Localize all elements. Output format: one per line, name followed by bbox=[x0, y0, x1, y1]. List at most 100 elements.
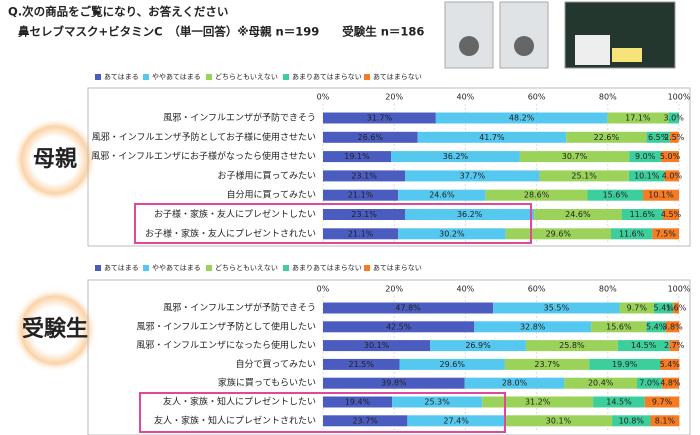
bar-segment bbox=[643, 189, 679, 201]
value-label: 37.7% bbox=[460, 171, 486, 180]
category-label: お子様・家族・友人にプレゼントされたい bbox=[145, 227, 316, 239]
question: Q.次の商品をご覧になり、お答えください bbox=[8, 5, 228, 19]
group-label: 母親 bbox=[33, 147, 77, 172]
value-label: 14.5% bbox=[606, 398, 632, 407]
value-label: 5.4% bbox=[654, 304, 675, 313]
value-label: 4.5% bbox=[661, 210, 682, 219]
value-label: 47.8% bbox=[395, 304, 421, 313]
bar-segment bbox=[405, 209, 535, 220]
bar-segment bbox=[617, 340, 670, 352]
value-label: 9.0% bbox=[635, 152, 656, 161]
value-label: 6.5% bbox=[648, 133, 669, 142]
value-label: 28.0% bbox=[502, 379, 528, 388]
legend-label: あてはまる bbox=[104, 264, 139, 272]
category-label: 風邪・インフルエンザが予防できそう bbox=[163, 112, 316, 124]
value-label: 24.6% bbox=[429, 191, 455, 200]
category-label: 友人・家族・知人にプレゼントされたい bbox=[154, 414, 316, 426]
value-label: 48.2% bbox=[509, 114, 535, 123]
bar-segment bbox=[323, 209, 406, 220]
bar-segment bbox=[612, 415, 651, 427]
value-label: 10.1% bbox=[648, 191, 674, 200]
category-label: 風邪・インフルエンザ予防としてお子様に使用させたい bbox=[92, 131, 316, 143]
bar-segment bbox=[399, 358, 505, 370]
value-label: 15.6% bbox=[603, 191, 629, 200]
value-label: 5.4% bbox=[660, 360, 681, 369]
value-label: 42.5% bbox=[386, 322, 412, 331]
chart: 受験生 あてはまる ややあてはまる どちらともいえない あまりあてはまらない あてはまらな… bbox=[22, 264, 691, 435]
bar-segment bbox=[669, 340, 679, 352]
bar-segment bbox=[323, 340, 431, 352]
value-label: 23.7% bbox=[352, 416, 378, 425]
x-tick-label: 20% bbox=[385, 93, 403, 102]
bar-segment bbox=[323, 302, 494, 314]
bar-segment bbox=[398, 189, 486, 201]
value-label: 23.1% bbox=[351, 171, 377, 180]
value-label: 36.2% bbox=[457, 210, 483, 219]
legend-label: ややあてはまる bbox=[152, 264, 201, 272]
bar-segment bbox=[660, 358, 680, 370]
x-tick-label: 80% bbox=[599, 285, 617, 294]
category-label: お子様・家族・友人にプレゼントしたい bbox=[154, 208, 316, 220]
value-label: 26.9% bbox=[465, 341, 491, 350]
x-tick-label: 60% bbox=[528, 285, 546, 294]
bar-segment bbox=[619, 302, 655, 314]
value-label: 19.9% bbox=[612, 360, 638, 369]
bar-segment bbox=[323, 358, 400, 370]
value-label: 21.1% bbox=[348, 191, 374, 200]
legend-label: どちらともいえない bbox=[215, 73, 278, 81]
value-label: 2.7% bbox=[664, 341, 685, 350]
bar-segment bbox=[519, 151, 630, 163]
value-label: 22.6% bbox=[594, 133, 620, 142]
category-label: 自分用に買ってみたい bbox=[226, 189, 316, 201]
value-label: 15.6% bbox=[606, 322, 632, 331]
value-label: 23.1% bbox=[351, 210, 377, 219]
legend-swatch bbox=[143, 265, 149, 271]
group-glow bbox=[13, 118, 97, 202]
value-label: 21.1% bbox=[348, 229, 374, 238]
bar-segment bbox=[390, 151, 520, 163]
x-tick-label: 0% bbox=[317, 285, 330, 294]
bar-segment bbox=[665, 321, 680, 333]
highlight-box bbox=[139, 392, 506, 433]
value-label: 32.8% bbox=[520, 322, 546, 331]
bar-segment bbox=[662, 209, 679, 220]
value-label: 39.8% bbox=[381, 379, 407, 388]
subtitle: 鼻セレブマスク+ビタミンC （単一回答）※母親 n＝199 受験生 n＝186 bbox=[18, 25, 424, 39]
bar-segment bbox=[493, 302, 620, 314]
bar-segment bbox=[673, 302, 679, 314]
value-label: 26.6% bbox=[358, 133, 384, 142]
value-label: 11.6% bbox=[630, 210, 656, 219]
legend-swatch bbox=[206, 74, 212, 80]
value-label: 11.6% bbox=[619, 229, 645, 238]
value-label: 24.6% bbox=[565, 210, 591, 219]
penguin bbox=[514, 36, 534, 56]
value-label: 29.6% bbox=[546, 229, 572, 238]
product-pack bbox=[499, 1, 549, 69]
bar-segment bbox=[629, 151, 662, 163]
value-label: 30.1% bbox=[546, 416, 572, 425]
value-label: 27.4% bbox=[443, 416, 469, 425]
product-images bbox=[444, 1, 676, 69]
card-pack bbox=[575, 35, 610, 65]
value-label: 41.7% bbox=[479, 133, 505, 142]
value-label: 25.3% bbox=[424, 398, 450, 407]
value-label: 21.5% bbox=[349, 360, 375, 369]
value-label: 7.0% bbox=[639, 379, 660, 388]
legend-label: ややあてはまる bbox=[152, 73, 201, 81]
category-label: 友人・家族・知人にプレゼントしたい bbox=[163, 396, 316, 408]
legend-label: あまりあてはまらない bbox=[292, 264, 362, 272]
category-label: 風邪・インフルエンザにお子様がなったら使用させたい bbox=[91, 150, 316, 162]
bar-segment bbox=[661, 377, 679, 389]
bar-segment bbox=[435, 112, 608, 124]
value-label: 30.1% bbox=[364, 341, 390, 350]
bar-segment bbox=[664, 170, 679, 182]
category-label: 家族に買ってもらいたい bbox=[218, 377, 316, 389]
bar-segment bbox=[644, 396, 680, 408]
bar-segment bbox=[591, 321, 647, 333]
bar-segment bbox=[323, 377, 465, 389]
bar-segment bbox=[504, 415, 613, 427]
group-glow bbox=[13, 288, 97, 372]
value-label: 30.7% bbox=[562, 152, 588, 161]
bar-segment bbox=[593, 396, 645, 408]
value-label: 28.6% bbox=[524, 191, 550, 200]
